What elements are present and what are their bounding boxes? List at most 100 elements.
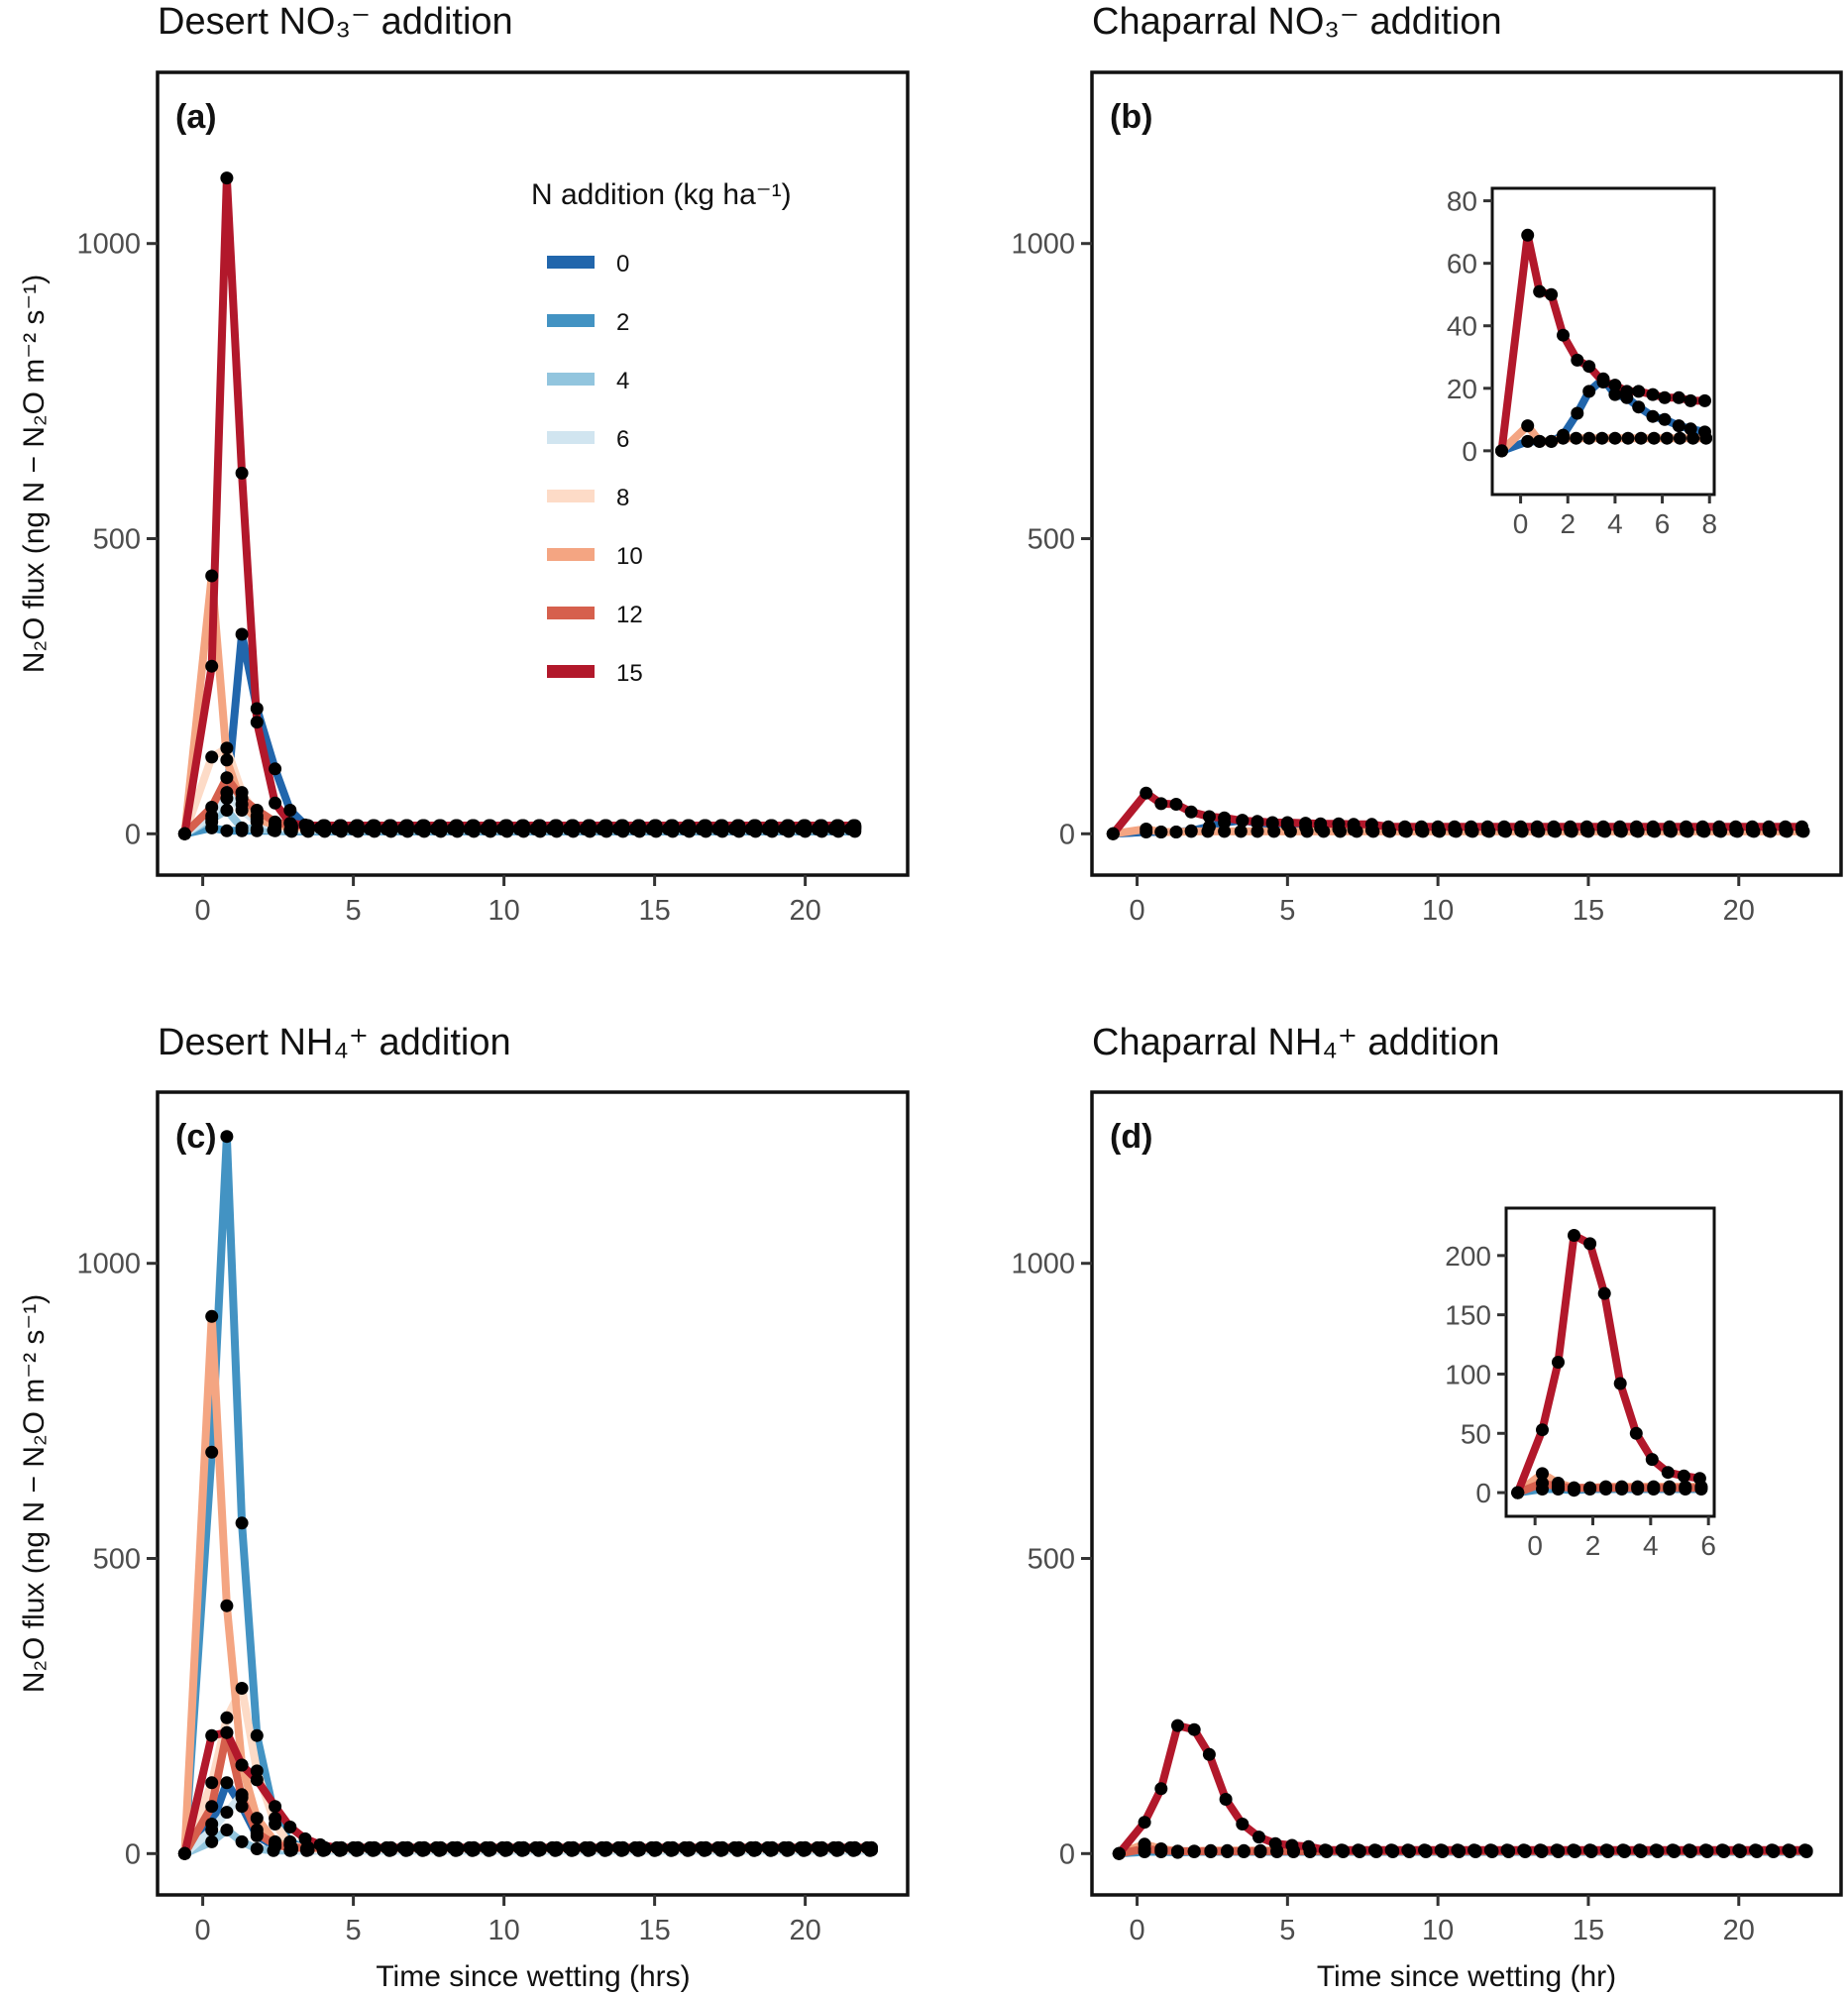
panel-d-point-15 [1749, 1843, 1762, 1857]
panel-b-point-15 [1398, 820, 1412, 833]
panel-b-inset-point-10 [1545, 434, 1559, 448]
panel-c-point-15 [512, 1840, 526, 1854]
panel-c-point-15 [347, 1840, 361, 1854]
panel-a-point-2 [205, 821, 219, 834]
panel-b-point-10 [1184, 825, 1198, 838]
panel-d-point-15 [1715, 1843, 1729, 1857]
panel-b-point-15 [1280, 816, 1294, 830]
panel-a-point-0 [269, 762, 282, 776]
panel-b-point-15 [1265, 816, 1279, 830]
panel-b-frame [1090, 70, 1843, 877]
legend-label: 10 [616, 543, 643, 570]
panel-a-x-tick-label: 20 [790, 895, 821, 927]
panel-d-point-12 [1171, 1844, 1184, 1858]
panel-a-point-15 [846, 819, 860, 832]
x-axis-title-d: Time since wetting (hr) [1317, 1960, 1616, 1993]
panel-a-point-12 [269, 815, 282, 829]
panel-b-inset-point-15 [1620, 385, 1634, 398]
panel-a-point-8 [220, 741, 234, 755]
panel-b-inset-point-15 [1608, 379, 1622, 392]
panel-b-inset-point-0 [1658, 412, 1672, 426]
panel-d-inset-point-15 [1568, 1229, 1580, 1242]
panel-a-point-15 [333, 819, 347, 832]
panel-a-point-15 [482, 819, 495, 832]
panel-a-point-15 [582, 819, 596, 832]
panel-a-point-15 [830, 819, 844, 832]
panel-c-point-15 [695, 1840, 708, 1854]
panel-b-inset-point-10 [1521, 419, 1535, 433]
panel-b-point-10 [1201, 825, 1215, 838]
panel-b-inset-point-15 [1533, 284, 1547, 298]
panel-b-point-15 [1630, 820, 1643, 833]
panel-d-label: (d) [1110, 1118, 1152, 1156]
panel-c-point-15 [827, 1840, 840, 1854]
panel-a-point-15 [235, 466, 249, 480]
panel-d-inset-point-15 [1552, 1356, 1565, 1369]
panel-d-inset-series-group [1511, 1229, 1708, 1499]
panel-b-point-15 [1596, 820, 1610, 833]
panel-b-inset-point-10 [1595, 431, 1609, 445]
panel-a-x-tick-label: 5 [346, 895, 362, 927]
panel-c-point-4 [235, 1834, 249, 1848]
panel-b-inset-y-tick-label: 80 [1447, 186, 1477, 217]
panel-d-point-15 [1732, 1843, 1746, 1857]
panel-b-point-10 [1140, 823, 1153, 835]
panel-c-label: (c) [175, 1118, 217, 1156]
panel-a-x-tick-label: 15 [638, 895, 670, 927]
panel-a-point-15 [449, 819, 463, 832]
panel-a-y-tick-label: 500 [93, 524, 141, 556]
panel-a-point-4 [235, 821, 249, 834]
panel-c-point-6 [205, 1824, 219, 1836]
panel-d-inset-point-12 [1647, 1481, 1661, 1495]
panel-b-point-15 [1347, 818, 1360, 832]
panel-b-y-tick-label: 1000 [1011, 229, 1075, 261]
panel-c-point-15 [413, 1840, 426, 1854]
panel-c-point-2 [205, 1445, 219, 1459]
panel-c-point-15 [330, 1840, 344, 1854]
panel-c-point-2 [235, 1516, 249, 1530]
panel-b-inset-point-10 [1557, 431, 1570, 445]
panel-d-point-12 [1237, 1844, 1250, 1858]
legend-label: 6 [616, 426, 629, 453]
panel-a-point-6 [220, 786, 234, 800]
panel-b-inset-point-0 [1632, 400, 1646, 414]
panel-b-point-10 [1250, 825, 1264, 838]
panel-d-inset: 0 2 4 6 0 50 100 150 200 [1445, 1206, 1716, 1561]
y-axis-title-top: N₂O flux (ng N − N₂O m⁻² s⁻¹) [18, 275, 51, 674]
panel-c-point-12 [205, 1800, 219, 1814]
panel-d-inset-point-15 [1692, 1472, 1706, 1486]
panel-d-point-12 [1221, 1844, 1235, 1858]
panel-a-point-10 [250, 812, 264, 826]
panel-d-point-15 [1138, 1816, 1151, 1830]
panel-c-point-4 [205, 1834, 219, 1848]
panel-b-x-tick-label: 5 [1279, 895, 1295, 927]
panel-d-point-15 [1633, 1843, 1647, 1857]
panel-a-point-15 [631, 819, 645, 832]
panel-b-point-15 [1299, 817, 1313, 831]
panel-c-point-15 [250, 1773, 264, 1787]
panel-a-point-15 [498, 819, 512, 832]
panel-b-inset-x-tick-label: 0 [1513, 508, 1529, 539]
panel-d-inset-point-12 [1599, 1481, 1613, 1495]
panel-b-point-15 [1250, 815, 1264, 829]
panel-b-point-15 [1202, 810, 1216, 824]
panel-d-inset-point-15 [1661, 1466, 1675, 1480]
panel-b-point-10 [1218, 825, 1232, 838]
y-axis-title-bottom: N₂O flux (ng N − N₂O m⁻² s⁻¹) [18, 1294, 51, 1694]
panel-a-point-10 [205, 569, 219, 583]
panel-c-point-2 [250, 1728, 264, 1742]
panel-b-inset-y-tick-label: 40 [1447, 311, 1477, 342]
panel-a-point-0 [283, 804, 297, 817]
panel-b-point-15 [1530, 820, 1544, 833]
legend-swatch [547, 373, 595, 386]
panel-d-point-15 [1434, 1843, 1448, 1857]
panel-b-inset-point-10 [1608, 431, 1622, 445]
panel-b-inset-series-group [1495, 228, 1712, 458]
panel-a-x-tick-label: 0 [195, 895, 211, 927]
panel-c-point-2 [220, 1130, 234, 1144]
panel-b-point-15 [1480, 820, 1494, 833]
panel-d-y-tick-label: 1000 [1011, 1249, 1075, 1280]
